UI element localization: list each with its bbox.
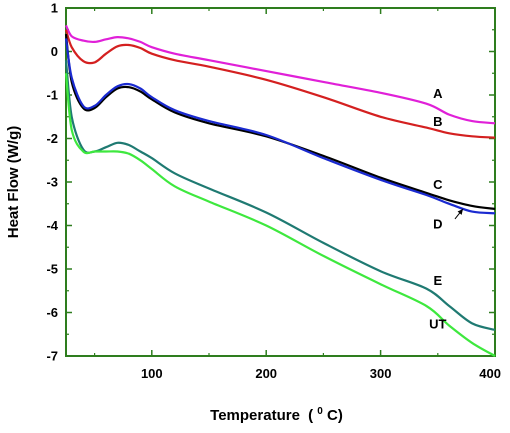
y-axis-title: Heat Flow (W/g) (5, 126, 22, 239)
series-line-ut (64, 73, 496, 357)
series-label-d: D (433, 216, 442, 231)
series-label-ut: UT (429, 316, 446, 331)
series-lines (64, 24, 496, 357)
y-tick-label: -2 (46, 131, 58, 146)
x-axis-title-main: Temperature (210, 407, 300, 424)
x-tick-label: 200 (255, 366, 277, 381)
series-label-a: A (433, 86, 443, 101)
series-line-c (64, 33, 496, 211)
series-line-b (64, 29, 496, 139)
series-line-a (65, 24, 496, 125)
y-tick-label: -6 (46, 305, 58, 320)
x-axis-unit-prefix: ( (308, 407, 313, 424)
series-label-e: E (433, 273, 442, 288)
series-label-b: B (433, 114, 442, 129)
series-labels: AB C D E UT (429, 86, 446, 332)
x-axis-title: Temperature ( 0 C) (210, 401, 343, 424)
x-tick-label: 100 (141, 366, 163, 381)
series-label-c: C (433, 177, 443, 192)
tick-marks (66, 7, 496, 357)
y-tick-label: -4 (46, 218, 58, 233)
y-tick-label: -3 (46, 175, 58, 190)
y-tick-label: -7 (46, 349, 58, 364)
series-d-pointer-arrowhead (457, 208, 463, 215)
y-tick-label: -1 (46, 88, 58, 103)
plot-frame (65, 7, 496, 357)
tick-labels: 1 0 -1 -2 -3 -4 -5 -6 -7 100 200 300 400 (46, 1, 501, 382)
y-tick-label: 0 (51, 44, 58, 59)
annotations (454, 208, 464, 220)
x-tick-label: 300 (370, 366, 392, 381)
x-axis-unit-suffix: C) (327, 407, 343, 424)
x-axis-unit-superscript: 0 (317, 406, 323, 417)
series-line-d (64, 38, 496, 215)
x-tick-label: 400 (479, 366, 501, 381)
y-tick-label: 1 (51, 1, 58, 16)
y-tick-label: -5 (46, 262, 58, 277)
